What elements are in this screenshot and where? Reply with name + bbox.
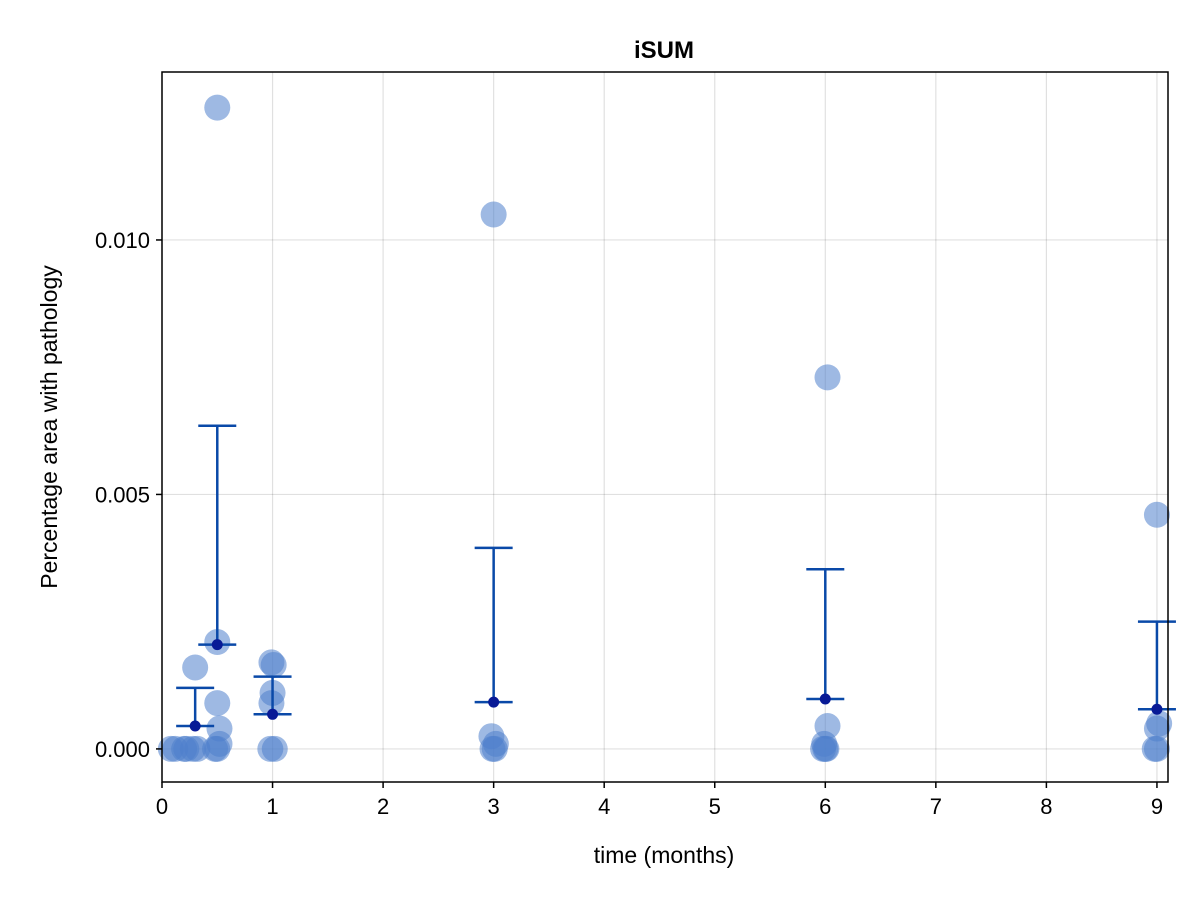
data-point <box>204 690 231 717</box>
x-tick-label: 7 <box>930 794 942 819</box>
data-point <box>261 735 288 762</box>
data-point <box>481 735 508 762</box>
data-point <box>1146 710 1173 737</box>
x-tick-label: 8 <box>1040 794 1052 819</box>
chart-title: iSUM <box>634 37 694 64</box>
x-tick-label: 4 <box>598 794 610 819</box>
data-point <box>1143 501 1170 528</box>
y-axis-ticks: 0.000 0.005 0.010 <box>95 228 162 762</box>
data-point <box>202 735 229 762</box>
mean-point <box>189 720 201 732</box>
x-axis-ticks: 0 1 2 3 4 5 6 7 8 9 <box>156 782 1163 819</box>
mean-point <box>1151 703 1163 715</box>
data-point <box>1143 735 1170 762</box>
x-tick-label: 5 <box>709 794 721 819</box>
x-tick-label: 6 <box>819 794 831 819</box>
y-tick-label: 0.000 <box>95 737 150 762</box>
x-tick-label: 1 <box>266 794 278 819</box>
x-tick-label: 9 <box>1151 794 1163 819</box>
error-bars <box>176 424 1176 728</box>
y-tick-label: 0.005 <box>95 482 150 507</box>
x-axis-label: time (months) <box>594 842 735 868</box>
y-axis-label: Percentage area with pathology <box>36 265 62 589</box>
plot-frame <box>161 71 1169 783</box>
x-tick-label: 0 <box>156 794 168 819</box>
data-points <box>157 94 1173 762</box>
mean-point <box>488 696 500 708</box>
x-tick-label: 3 <box>488 794 500 819</box>
x-tick-label: 2 <box>377 794 389 819</box>
data-point <box>182 654 209 681</box>
mean-markers <box>189 639 1163 732</box>
data-point <box>813 735 840 762</box>
data-point <box>480 201 507 228</box>
data-point <box>204 94 231 121</box>
mean-point <box>267 708 279 720</box>
grid <box>161 72 1168 782</box>
mean-point <box>819 693 831 705</box>
mean-point <box>211 639 223 651</box>
data-point <box>260 651 287 678</box>
y-tick-label: 0.010 <box>95 228 150 253</box>
data-point <box>814 364 841 391</box>
